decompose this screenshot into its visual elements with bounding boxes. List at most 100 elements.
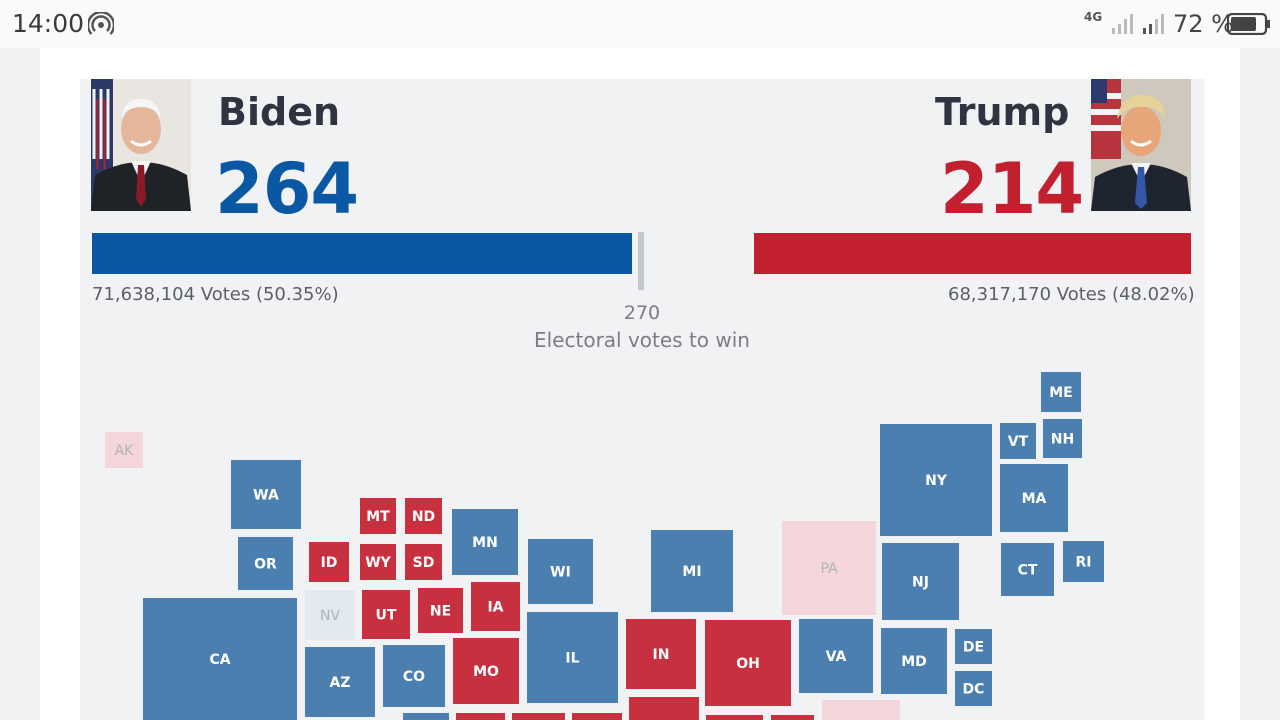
state-tile-il[interactable]: IL: [527, 612, 618, 703]
state-tile-rect: [955, 671, 992, 706]
state-tile-co[interactable]: CO: [383, 645, 445, 707]
state-tile-or[interactable]: OR: [238, 537, 293, 590]
state-tile-wa[interactable]: WA: [231, 460, 301, 529]
state-tile-label: MD: [901, 654, 927, 670]
state-tile-rect: [418, 588, 463, 633]
state-tile-label: IL: [565, 651, 579, 667]
state-tile-ca[interactable]: CA: [143, 598, 297, 720]
state-tile-label: NV: [320, 608, 340, 624]
candidate-name-biden: Biden: [218, 90, 341, 134]
state-tile-label: CO: [403, 669, 425, 685]
state-tile-rect: [143, 598, 297, 720]
state-tile-pa[interactable]: PA: [782, 521, 876, 615]
state-tile-label: MN: [472, 535, 498, 551]
state-tile-label: IA: [487, 600, 503, 616]
state-tile-de[interactable]: DE: [955, 629, 992, 664]
trump-progress-bar: [754, 233, 1191, 274]
state-tile-ia[interactable]: IA: [471, 582, 520, 631]
state-tile-wi[interactable]: WI: [528, 539, 593, 604]
state-tile-nh[interactable]: NH: [1043, 419, 1082, 458]
threshold-number: 270: [623, 302, 661, 324]
state-tile-label: MT: [366, 509, 390, 525]
state-tile-label: AZ: [330, 675, 351, 691]
state-tile-rect: [452, 509, 518, 575]
state-tile-label: NH: [1051, 432, 1074, 448]
state-tile-ny[interactable]: NY: [880, 424, 992, 536]
state-tile-rect: [305, 590, 355, 640]
state-tile-partial: [403, 713, 449, 720]
biden-progress-bar: [92, 233, 632, 274]
state-tile-label: ME: [1049, 385, 1073, 401]
state-tile-dc[interactable]: DC: [955, 671, 992, 706]
biden-photo: [91, 79, 191, 211]
state-tile-rect: [1000, 423, 1036, 459]
state-tile-wy[interactable]: WY: [360, 544, 396, 580]
state-tile-label: MA: [1022, 491, 1047, 507]
state-tile-mn[interactable]: MN: [452, 509, 518, 575]
state-tile-nv[interactable]: NV: [305, 590, 355, 640]
state-tile-me[interactable]: ME: [1041, 372, 1081, 412]
state-tile-id[interactable]: ID: [309, 542, 349, 582]
state-tile-rect: [309, 542, 349, 582]
state-tile-rect: [880, 424, 992, 536]
state-tile-partial: [822, 700, 900, 720]
state-tile-md[interactable]: MD: [881, 628, 947, 694]
state-tile-label: NJ: [912, 575, 929, 591]
state-tile-partial: [572, 713, 622, 720]
state-tile-label: SD: [413, 555, 435, 571]
state-tile-rect: [1063, 541, 1104, 582]
state-tile-partial: [629, 697, 699, 720]
state-tile-in[interactable]: IN: [626, 619, 696, 689]
state-tile-partial: [456, 713, 505, 720]
state-tile-oh[interactable]: OH: [705, 620, 791, 706]
state-tile-nd[interactable]: ND: [405, 498, 442, 534]
state-tile-label: DC: [963, 682, 985, 698]
state-tile-ne[interactable]: NE: [418, 588, 463, 633]
state-tile-rect: [362, 590, 410, 639]
state-tile-partial: [771, 715, 814, 720]
state-tile-mi[interactable]: MI: [651, 530, 733, 612]
state-tile-ak[interactable]: AK: [105, 432, 143, 468]
state-tile-mt[interactable]: MT: [360, 498, 396, 534]
state-tile-rect: [238, 537, 293, 590]
network-type: 4G: [1084, 10, 1103, 24]
state-tile-rect: [231, 460, 301, 529]
state-tile-rect: [405, 544, 442, 580]
state-tile-label: PA: [820, 561, 838, 577]
state-tile-rect: [881, 628, 947, 694]
trump-photo: [1091, 79, 1191, 211]
battery-icon: [1227, 13, 1270, 35]
state-tile-label: CA: [209, 652, 230, 668]
state-tile-ri[interactable]: RI: [1063, 541, 1104, 582]
state-tile-vt[interactable]: VT: [1000, 423, 1036, 459]
state-tile-label: NE: [430, 604, 451, 620]
state-tile-label: VT: [1008, 434, 1029, 450]
state-tile-va[interactable]: VA: [799, 619, 873, 693]
state-tile-rect: [955, 629, 992, 664]
popular-votes-biden: 71,638,104 Votes (50.35%): [92, 284, 339, 305]
state-tile-label: OR: [254, 557, 277, 573]
state-tile-sd[interactable]: SD: [405, 544, 442, 580]
state-tile-label: UT: [376, 608, 397, 624]
state-tile-mo[interactable]: MO: [453, 638, 519, 704]
state-tile-rect: [105, 432, 143, 468]
state-tile-rect: [1001, 543, 1054, 596]
state-tile-az[interactable]: AZ: [305, 647, 375, 717]
state-tile-rect: [360, 498, 396, 534]
signal-icon-sim2: [1143, 14, 1164, 34]
state-tile-nj[interactable]: NJ: [882, 543, 959, 620]
state-tile-rect: [528, 539, 593, 604]
state-tile-partial: [706, 715, 763, 720]
state-tile-label: CT: [1018, 563, 1038, 579]
state-tile-label: ID: [321, 555, 338, 571]
state-tile-rect: [305, 647, 375, 717]
signal-icon-sim1: [1112, 14, 1133, 34]
state-tile-ct[interactable]: CT: [1001, 543, 1054, 596]
state-tile-rect: [1041, 372, 1081, 412]
state-tile-rect: [360, 544, 396, 580]
state-tile-ma[interactable]: MA: [1000, 464, 1068, 532]
state-tile-ut[interactable]: UT: [362, 590, 410, 639]
battery-percent: 72 %: [1173, 10, 1234, 38]
state-tile-label: AK: [115, 443, 135, 459]
